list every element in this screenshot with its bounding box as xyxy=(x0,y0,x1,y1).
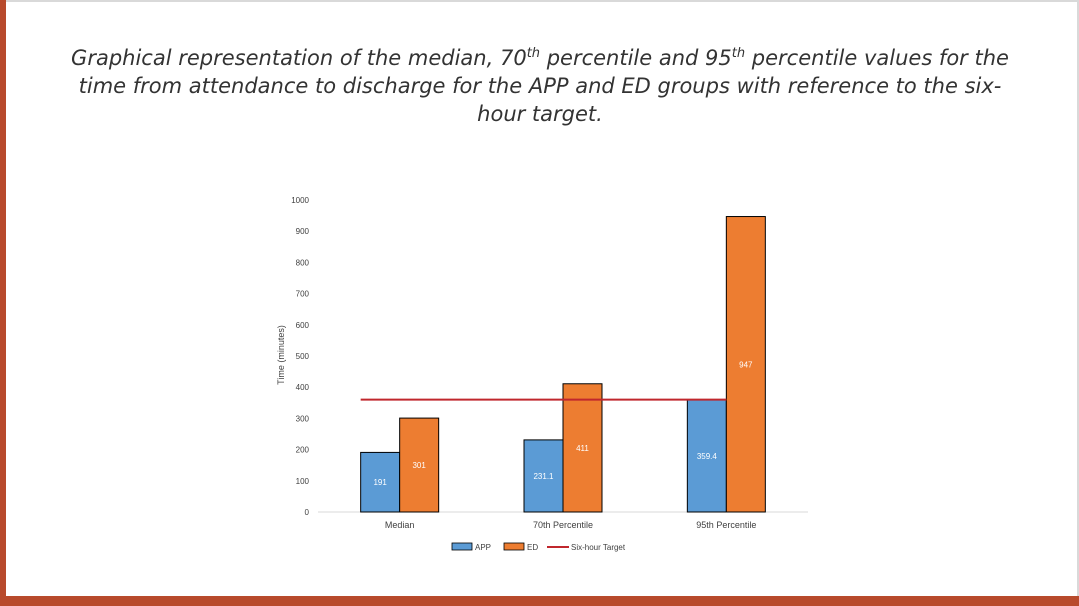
y-tick-label: 900 xyxy=(296,227,310,236)
slide-border-top xyxy=(6,0,1079,2)
bar-ed xyxy=(562,383,603,513)
y-tick-label: 200 xyxy=(296,446,310,455)
bar-ed xyxy=(399,417,440,513)
y-tick-label: 100 xyxy=(296,477,310,486)
slide-title-superscript-2: th xyxy=(731,46,746,61)
y-tick-label: 500 xyxy=(296,352,310,361)
data-label-app: 359.4 xyxy=(697,452,718,461)
y-tick-label: 300 xyxy=(296,414,310,423)
y-tick-label: 400 xyxy=(296,383,310,392)
slide-title-text-1: Graphical representation of the median, … xyxy=(71,46,527,70)
y-tick-label: 800 xyxy=(296,258,310,267)
legend-label-six-hour-target: Six-hour Target xyxy=(571,543,626,552)
y-tick-label: 0 xyxy=(305,508,310,517)
slide-border-bottom xyxy=(0,596,1079,606)
legend-label-ed: ED xyxy=(527,543,538,552)
x-tick-label: Median xyxy=(385,520,415,530)
legend-label-app: APP xyxy=(475,543,491,552)
legend-swatch-ed xyxy=(503,542,525,551)
bar-app xyxy=(686,399,727,513)
x-tick-label: 95th Percentile xyxy=(696,520,756,530)
bar-ed xyxy=(725,216,766,513)
slide-border-left xyxy=(0,0,6,606)
legend-swatch-app xyxy=(451,542,473,551)
slide-title-text-3: percentile values for the time from atte… xyxy=(78,46,1009,126)
bar-app xyxy=(360,451,401,513)
bar-app xyxy=(523,439,564,513)
y-tick-label: 1000 xyxy=(291,196,309,205)
y-axis-label: Time (minutes) xyxy=(276,325,286,385)
slide-title: Graphical representation of the median, … xyxy=(60,44,1020,128)
slide-title-text-2: percentile and 95 xyxy=(540,46,732,70)
data-label-ed: 947 xyxy=(739,360,753,369)
chart-plot-area: 0 100 200 300 400 500 600 700 800 900 1000 191 301 Me… xyxy=(291,196,808,552)
data-label-ed: 301 xyxy=(412,461,426,470)
slide-border-right xyxy=(1077,0,1079,596)
y-tick-label: 700 xyxy=(296,290,310,299)
x-tick-label: 70th Percentile xyxy=(533,520,593,530)
data-label-ed: 411 xyxy=(576,444,589,453)
data-label-app: 231.1 xyxy=(533,472,554,481)
data-label-app: 191 xyxy=(373,478,387,487)
y-tick-label: 600 xyxy=(296,321,310,330)
slide-title-superscript-1: th xyxy=(526,46,541,61)
